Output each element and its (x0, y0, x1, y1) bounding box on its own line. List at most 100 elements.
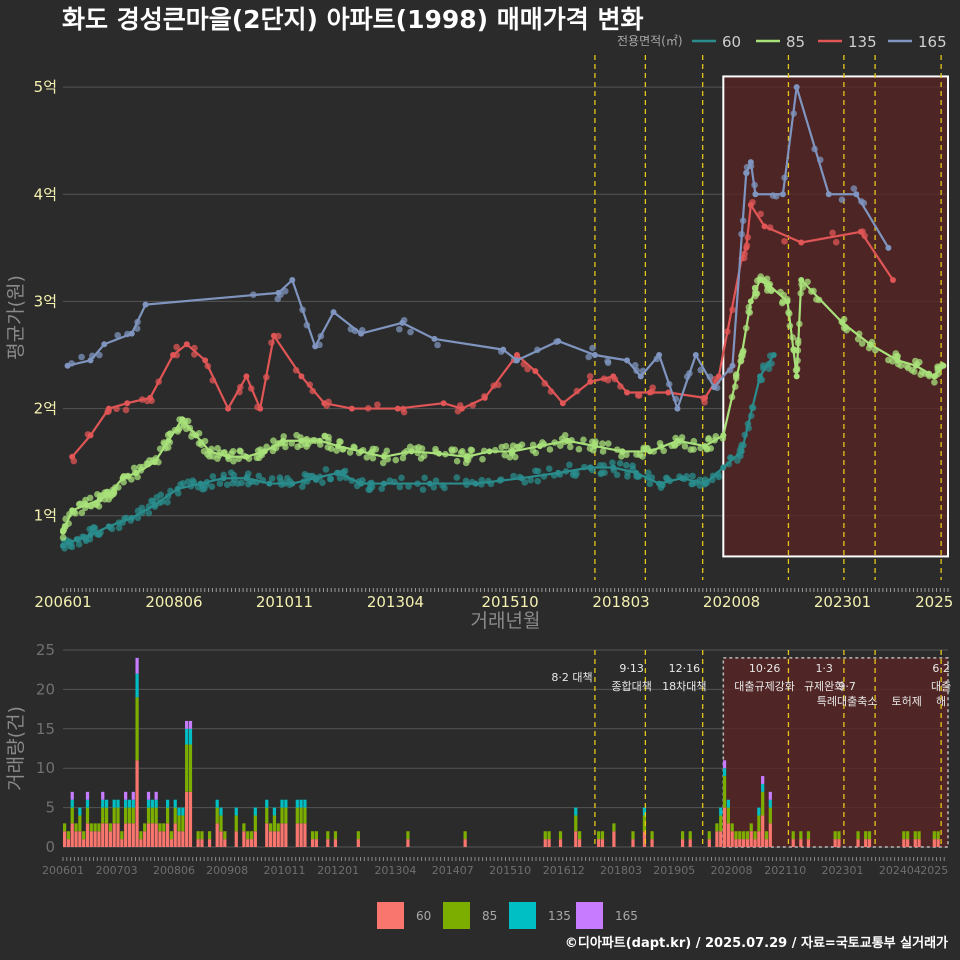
volume-bar (135, 673, 139, 698)
data-point (396, 483, 404, 491)
volume-bar (913, 831, 917, 840)
volume-bar (70, 799, 74, 808)
x-tick-label: 201905 (653, 864, 695, 877)
data-point (324, 443, 332, 451)
volume-bar (726, 823, 730, 847)
volume-bar (917, 839, 921, 847)
volume-bar (856, 839, 860, 847)
series-point-135 (798, 239, 805, 246)
volume-bar (196, 839, 200, 847)
series-point-85 (380, 453, 387, 460)
event-date: 10·26 (749, 662, 781, 675)
volume-bar (127, 807, 132, 824)
volume-bar (185, 720, 189, 729)
data-point (372, 445, 380, 453)
volume-bar (913, 839, 917, 847)
data-point (640, 444, 648, 452)
volume-bar (734, 839, 738, 847)
series-point-135 (321, 400, 328, 407)
volume-bar (864, 831, 868, 840)
data-point (179, 480, 187, 487)
series-point-60 (128, 514, 135, 521)
x-tick-label: 2025 (920, 864, 948, 877)
data-point (453, 474, 461, 481)
series-point-60 (220, 475, 227, 482)
volume-bar (722, 760, 727, 769)
series-point-85 (701, 443, 708, 450)
volume-bar (936, 831, 940, 840)
data-point (498, 443, 506, 451)
y-tick-label: 10 (36, 759, 55, 777)
series-point-135 (440, 400, 447, 407)
series-point-85 (316, 437, 323, 444)
volume-bar (730, 823, 734, 832)
volume-bar (333, 831, 338, 840)
volume-bar (745, 839, 750, 847)
volume-bar (558, 831, 563, 840)
data-point (609, 459, 616, 466)
series-point-85 (536, 443, 543, 450)
series-point-165 (87, 357, 94, 364)
x-axis-title: 거래년월 (471, 610, 541, 632)
series-point-85 (839, 319, 846, 326)
y-tick-label: 15 (36, 720, 55, 738)
series-point-165 (711, 384, 718, 391)
series-point-85 (192, 432, 199, 439)
volume-bar (120, 831, 124, 840)
data-point (629, 465, 637, 473)
series-point-165 (500, 346, 507, 353)
volume-bar (249, 839, 254, 847)
series-point-60 (701, 480, 708, 487)
data-point (781, 237, 788, 245)
data-point (534, 477, 542, 485)
y-axis-title: 거래량(건) (5, 706, 27, 791)
series-point-135 (348, 405, 355, 412)
data-point (434, 341, 441, 349)
y-tick-label: 25 (36, 641, 55, 659)
series-point-60 (738, 448, 745, 455)
x-tick-label: 201011 (263, 864, 305, 877)
data-point (130, 464, 138, 472)
data-point (592, 438, 599, 445)
volume-bar (196, 831, 200, 840)
y-tick-label: 3억 (34, 292, 57, 310)
volume-bar (165, 823, 170, 847)
series-point-135 (124, 400, 131, 407)
data-point (145, 509, 153, 517)
series-point-135 (458, 405, 465, 412)
volume-bar (722, 807, 727, 847)
data-point (448, 446, 455, 453)
data-point (604, 440, 612, 447)
volume-bar (101, 807, 105, 824)
series-point-135 (147, 394, 154, 401)
y-axis-title: 평균가(원) (5, 275, 27, 360)
event-text: 18차대책 (662, 680, 706, 693)
data-point (586, 373, 594, 380)
x-tick-label: 201407 (432, 864, 474, 877)
volume-bar (761, 776, 765, 784)
series-point-165 (793, 84, 800, 91)
volume-bar (135, 760, 139, 847)
data-point (270, 437, 277, 444)
data-point (153, 493, 161, 501)
volume-bar (188, 720, 193, 729)
volume-bar (219, 831, 223, 847)
volume-bar (104, 823, 109, 847)
series-point-85 (912, 362, 919, 369)
data-point (322, 466, 330, 473)
volume-bar (181, 815, 185, 832)
data-point (216, 480, 224, 487)
x-tick-label: 201304 (374, 864, 416, 877)
series-point-135 (715, 373, 722, 380)
volume-bar (215, 799, 219, 808)
data-point (383, 447, 391, 455)
event-text: 특례대출축소 (817, 695, 878, 708)
x-tick-label: 201510 (489, 864, 531, 877)
data-point (405, 483, 412, 490)
data-point (415, 444, 422, 451)
volume-bar (547, 839, 551, 847)
data-point (417, 455, 425, 462)
volume-bar (246, 839, 250, 847)
volume-bar (66, 839, 71, 847)
